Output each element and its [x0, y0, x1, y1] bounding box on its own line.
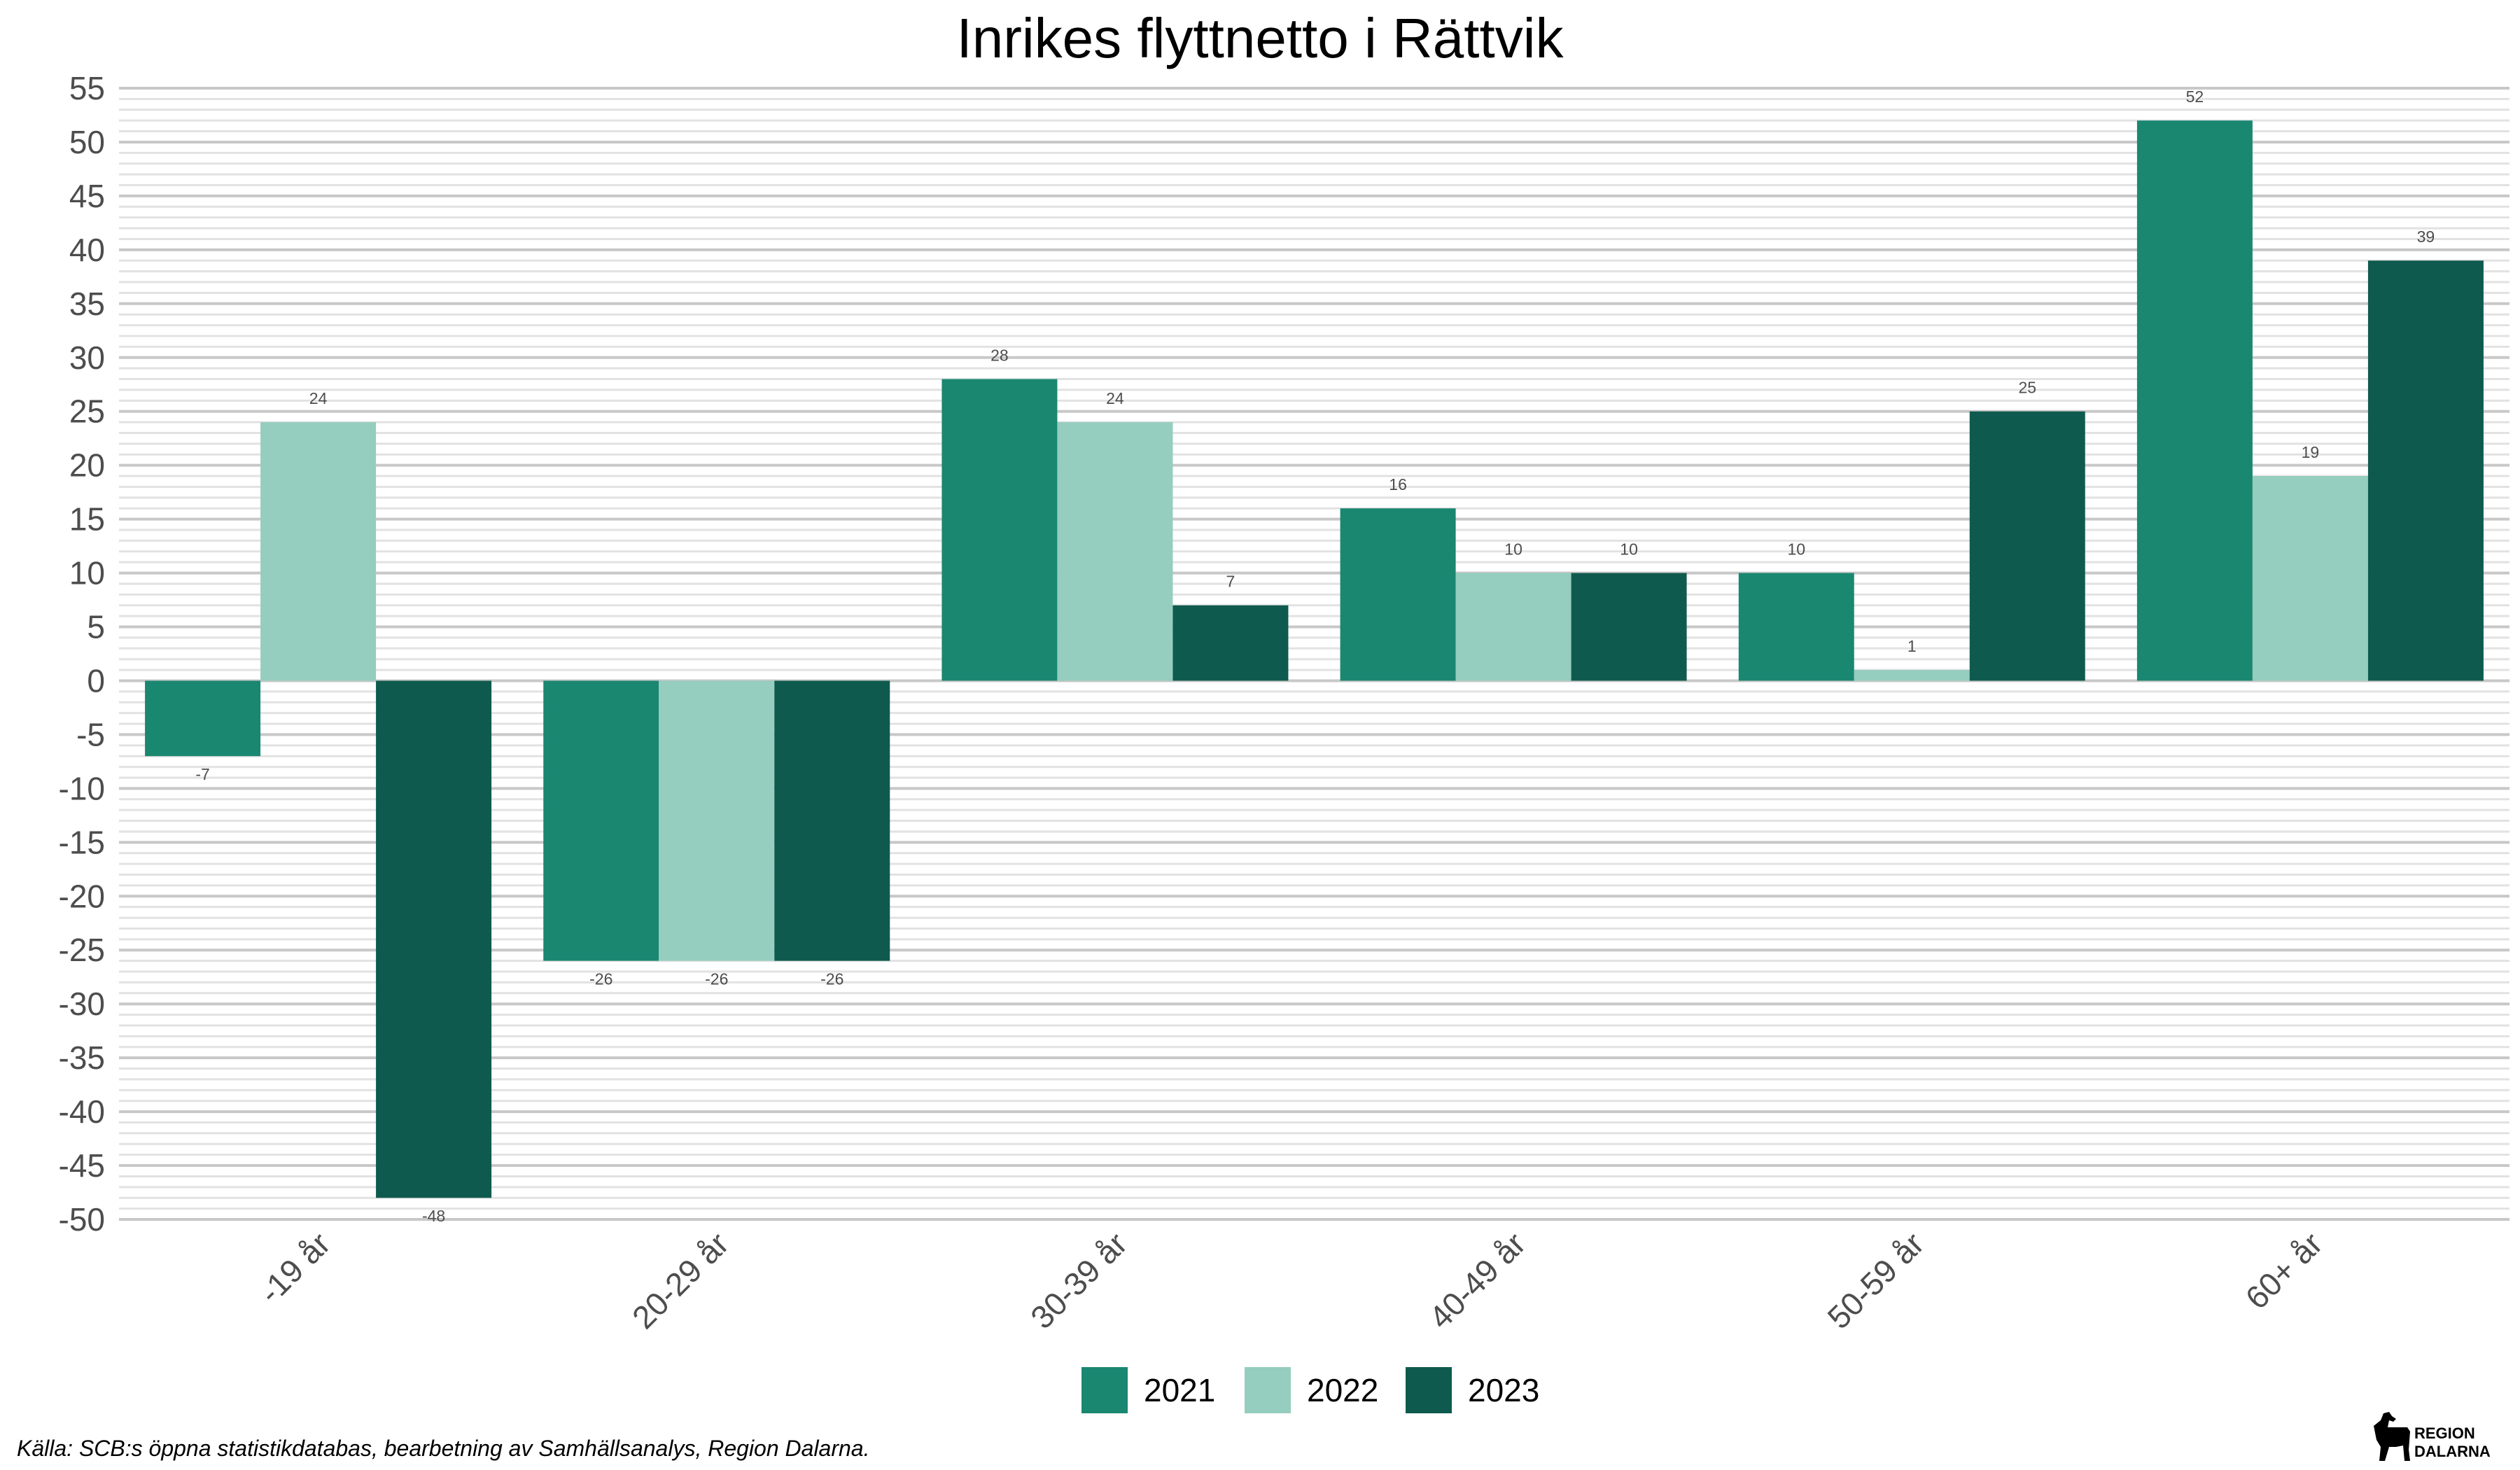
- data-label: 24: [1106, 389, 1124, 407]
- dala-horse-icon: [2374, 1412, 2410, 1461]
- data-label: 10: [1620, 540, 1638, 559]
- chart-title: Inrikes flyttnetto i Rättvik: [957, 7, 1564, 69]
- data-label: 16: [1389, 475, 1407, 493]
- legend-swatch: [1406, 1367, 1452, 1413]
- x-axis-ticks: -19 år 20-29 år 30-39 år 40-49 år 50-59 år 60…: [252, 1225, 2330, 1336]
- bar-2022: [1854, 670, 1970, 681]
- y-tick-label: 25: [69, 393, 105, 430]
- legend-label: 2023: [1468, 1372, 1539, 1408]
- bar-2022: [1057, 422, 1173, 681]
- data-label: 10: [1787, 540, 1805, 559]
- data-label: -26: [820, 970, 844, 988]
- bar-2023: [1172, 605, 1289, 681]
- y-tick-label: 45: [69, 178, 105, 214]
- data-label: 39: [2417, 227, 2435, 246]
- x-tick-label: 50-59 år: [1820, 1225, 1931, 1336]
- bar-2022: [659, 680, 775, 961]
- data-label: -7: [195, 765, 209, 783]
- bar-2022: [260, 422, 377, 681]
- source-caption: Källa: SCB:s öppna statistikdatabas, bea…: [17, 1436, 869, 1461]
- data-label: 7: [1226, 573, 1236, 591]
- bar-2023: [376, 680, 492, 1198]
- legend: 2021 2022 2023: [1082, 1367, 1539, 1413]
- y-tick-label: -45: [59, 1147, 105, 1184]
- value-labels: -7 24 -48 -26 -26 -26 28 24 7 16 10 10 10 1 25 52 19 39: [195, 88, 2435, 1225]
- x-tick-label: 40-49 år: [1422, 1225, 1532, 1336]
- bars: [145, 120, 2484, 1198]
- bar-2021: [543, 680, 659, 961]
- legend-label: 2022: [1307, 1372, 1378, 1408]
- region-dalarna-logo: REGION DALARNA: [2374, 1412, 2491, 1461]
- y-tick-label: 50: [69, 124, 105, 160]
- y-axis-ticks: 5550454035302520151050-5-10-15-20-25-30-…: [59, 70, 105, 1238]
- data-label: 25: [2018, 379, 2036, 397]
- legend-label: 2021: [1144, 1372, 1215, 1408]
- bar-2023: [2367, 260, 2484, 681]
- x-tick-label: 20-29 år: [625, 1225, 736, 1336]
- y-tick-label: -25: [59, 932, 105, 968]
- bar-2021: [145, 680, 261, 757]
- y-tick-label: 15: [69, 501, 105, 538]
- data-label: 52: [2186, 88, 2204, 106]
- y-tick-label: 5: [87, 609, 105, 645]
- bar-2023: [1969, 411, 2085, 681]
- x-tick-label: 60+ år: [2239, 1225, 2330, 1316]
- y-tick-label: 0: [87, 662, 105, 699]
- y-tick-label: -20: [59, 878, 105, 914]
- y-tick-label: 55: [69, 70, 105, 106]
- bar-2022: [2252, 476, 2368, 681]
- bar-2023: [774, 680, 890, 961]
- y-tick-label: -35: [59, 1040, 105, 1076]
- bar-2021: [1738, 573, 1854, 681]
- legend-swatch: [1082, 1367, 1128, 1413]
- bar-2021: [1340, 508, 1456, 681]
- data-label: -48: [422, 1207, 445, 1225]
- y-tick-label: -10: [59, 770, 105, 806]
- data-label: 19: [2302, 443, 2320, 461]
- data-label: -26: [589, 970, 612, 988]
- y-tick-label: -30: [59, 986, 105, 1022]
- y-tick-label: 35: [69, 286, 105, 322]
- legend-swatch: [1245, 1367, 1291, 1413]
- data-label: 24: [309, 389, 328, 407]
- y-tick-label: 20: [69, 447, 105, 484]
- y-tick-label: -5: [76, 716, 105, 752]
- data-label: 1: [1907, 637, 1917, 655]
- data-label: 10: [1504, 540, 1522, 559]
- y-tick-label: 30: [69, 340, 105, 376]
- bar-2022: [1455, 573, 1572, 681]
- y-tick-label: 40: [69, 232, 105, 268]
- data-label: 28: [990, 346, 1009, 365]
- y-tick-label: -50: [59, 1201, 105, 1238]
- bar-2023: [1571, 573, 1687, 681]
- y-tick-label: -40: [59, 1093, 105, 1130]
- bar-2021: [941, 379, 1058, 681]
- logo-text-region: REGION: [2414, 1424, 2475, 1442]
- data-label: -26: [705, 970, 728, 988]
- logo-text-dalarna: DALARNA: [2414, 1443, 2491, 1460]
- y-tick-label: 10: [69, 555, 105, 592]
- y-tick-label: -15: [59, 824, 105, 860]
- x-tick-label: 30-39 år: [1023, 1225, 1134, 1336]
- grid: [119, 87, 2510, 1221]
- x-tick-label: -19 år: [252, 1225, 337, 1310]
- bar-2021: [2136, 120, 2253, 681]
